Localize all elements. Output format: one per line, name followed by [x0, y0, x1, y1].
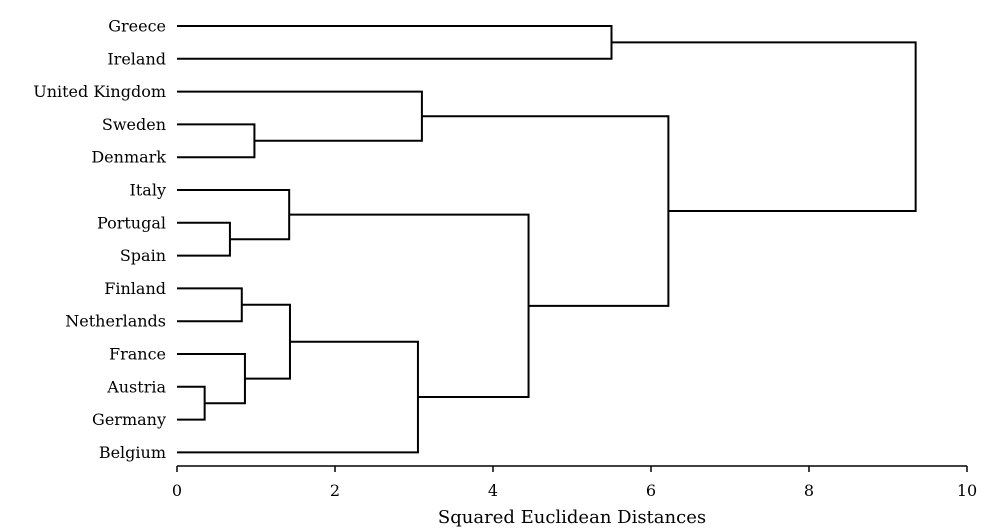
branch-c12	[421, 115, 670, 307]
leaf-label-greece: Greece	[108, 17, 166, 36]
x-axis-title: Squared Euclidean Distances	[438, 507, 706, 528]
branch-c5	[177, 123, 256, 159]
leaf-label-italy: Italy	[130, 181, 166, 200]
x-tick-label-6: 6	[646, 481, 656, 500]
x-tick-label-8: 8	[804, 481, 814, 500]
leaf-label-belgium: Belgium	[99, 443, 166, 462]
leaf-label-austria: Austria	[106, 377, 166, 396]
branch-c11	[177, 25, 613, 60]
leaf-label-finland: Finland	[104, 279, 166, 298]
leaf-labels: Greece Ireland United Kingdom Sweden Denmark…	[33, 17, 166, 462]
branch-c10	[289, 213, 530, 399]
x-tick-label-2: 2	[330, 481, 340, 500]
leaf-label-netherlands: Netherlands	[65, 312, 166, 331]
leaf-label-portugal: Portugal	[97, 213, 166, 232]
leaf-label-ireland: Ireland	[107, 49, 166, 68]
leaf-label-sweden: Sweden	[102, 115, 166, 134]
branch-c4	[177, 353, 246, 405]
x-tick-label-4: 4	[488, 481, 498, 500]
branch-c13	[611, 41, 917, 213]
leaf-label-united-kingdom: United Kingdom	[33, 82, 166, 101]
branch-c8	[177, 340, 419, 454]
leaf-label-denmark: Denmark	[91, 148, 166, 167]
x-tick-label-0: 0	[172, 481, 182, 500]
branch-c9	[177, 90, 423, 142]
branch-c7	[241, 303, 291, 380]
leaf-label-france: France	[109, 345, 166, 364]
x-axis: 0 2 4 6 8 10 Squared Euclidean Distances	[172, 465, 977, 528]
branch-c2	[177, 221, 231, 257]
branch-c3	[177, 287, 243, 323]
dendrogram-branches	[177, 25, 917, 454]
x-tick-label-10: 10	[957, 481, 977, 500]
branch-c6	[177, 189, 291, 241]
leaf-label-germany: Germany	[92, 410, 166, 429]
leaf-label-spain: Spain	[120, 246, 166, 265]
branch-c1	[177, 385, 206, 421]
x-ticks: 0 2 4 6 8 10	[172, 466, 977, 500]
